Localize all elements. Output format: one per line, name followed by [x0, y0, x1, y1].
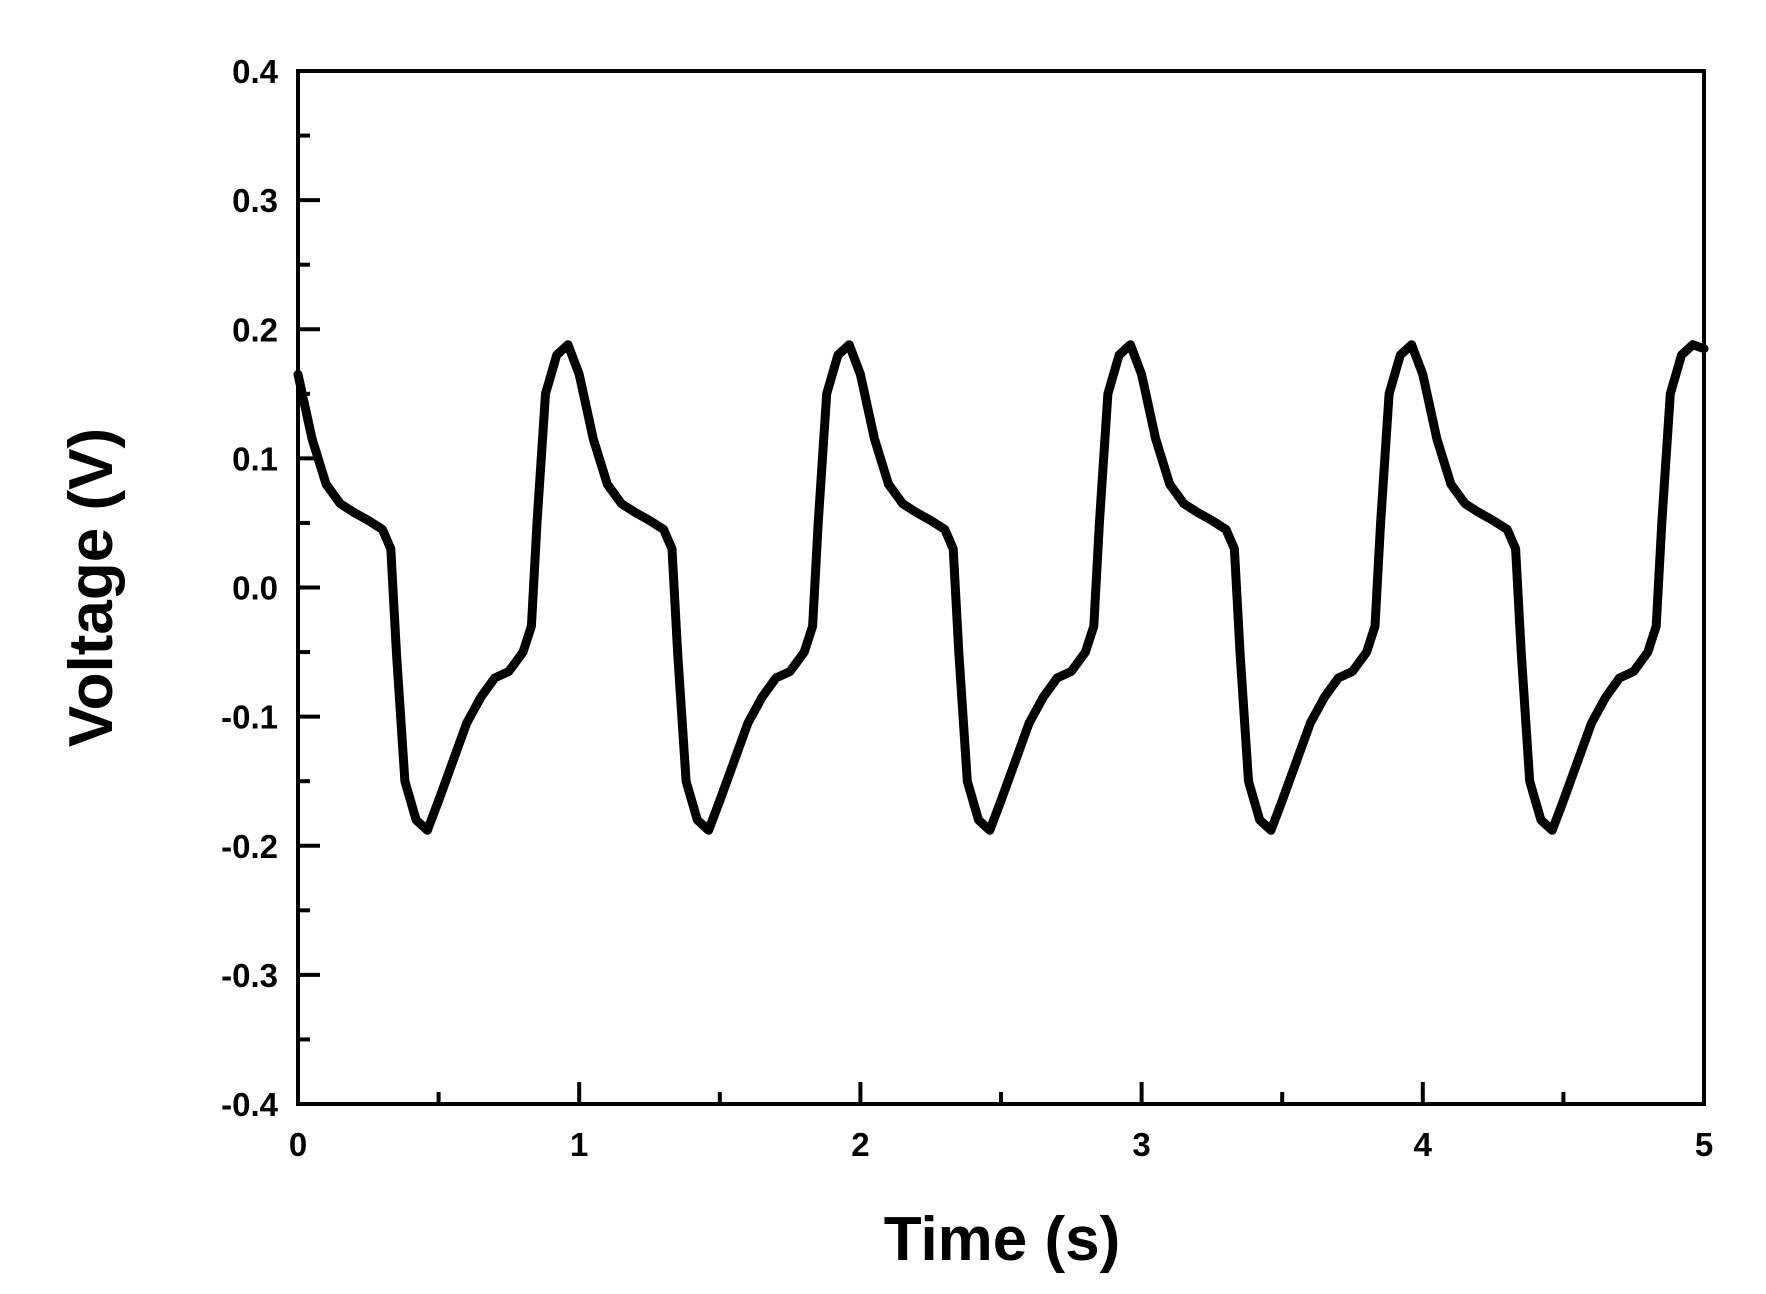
- y-tick-label: 0.4: [232, 53, 279, 90]
- y-tick-label: -0.2: [221, 828, 278, 865]
- y-tick-label: 0.0: [232, 570, 278, 607]
- plot-frame: [296, 69, 1706, 1106]
- y-tick-label: -0.4: [221, 1086, 279, 1123]
- ticks-layer: [296, 69, 1706, 1106]
- x-tick-label: 0: [289, 1126, 307, 1163]
- y-tick-label: 0.3: [232, 182, 278, 219]
- y-tick-label: -0.1: [221, 699, 278, 736]
- series-layer: [293, 340, 1709, 835]
- x-tick-label: 5: [1695, 1126, 1713, 1163]
- x-tick-label: 2: [851, 1126, 869, 1163]
- y-tick-labels: -0.4 -0.3 -0.2 -0.1 0.0 0.1 0.2 0.3 0.4: [221, 53, 279, 1123]
- y-tick-label: -0.3: [221, 957, 278, 994]
- x-tick-label: 4: [1414, 1126, 1433, 1163]
- series-line-1: [293, 340, 1709, 835]
- x-tick-labels: 0 1 2 3 4 5: [289, 1126, 1713, 1163]
- y-tick-label: 0.1: [232, 440, 278, 477]
- y-axis-title: Voltage (V): [57, 428, 126, 747]
- y-tick-label: 0.2: [232, 311, 278, 348]
- x-tick-label: 3: [1132, 1126, 1150, 1163]
- x-tick-label: 1: [570, 1126, 588, 1163]
- x-axis-title: Time (s): [884, 1205, 1121, 1274]
